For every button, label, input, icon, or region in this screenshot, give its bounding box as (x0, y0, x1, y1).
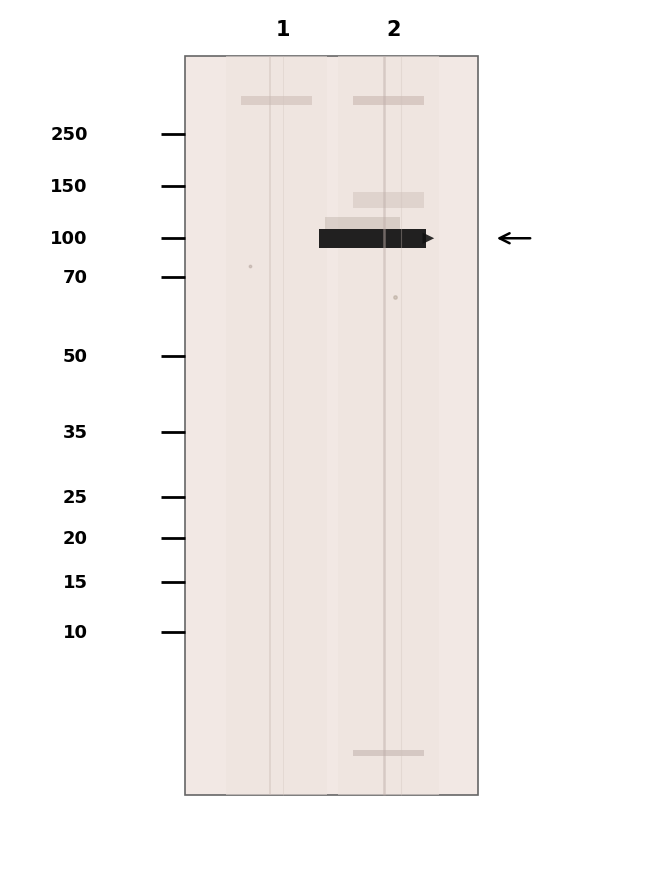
Polygon shape (422, 233, 434, 245)
Text: 150: 150 (50, 178, 88, 196)
Bar (185, 56, 478, 795)
Text: 100: 100 (50, 230, 88, 248)
Bar (318, 229, 426, 249)
Bar (325, 217, 400, 229)
Text: 70: 70 (63, 269, 88, 287)
Bar (226, 56, 326, 795)
Text: 250: 250 (50, 126, 88, 143)
Text: 1: 1 (276, 21, 290, 40)
Bar (338, 56, 439, 795)
Text: 10: 10 (63, 624, 88, 641)
Bar (353, 97, 424, 106)
Bar (353, 193, 424, 209)
Text: 20: 20 (63, 529, 88, 547)
Bar (240, 97, 312, 106)
Text: 25: 25 (63, 488, 88, 506)
Text: 35: 35 (63, 424, 88, 441)
Text: 15: 15 (63, 574, 88, 591)
Text: 50: 50 (63, 348, 88, 365)
Bar (353, 750, 424, 756)
Text: 2: 2 (386, 21, 400, 40)
